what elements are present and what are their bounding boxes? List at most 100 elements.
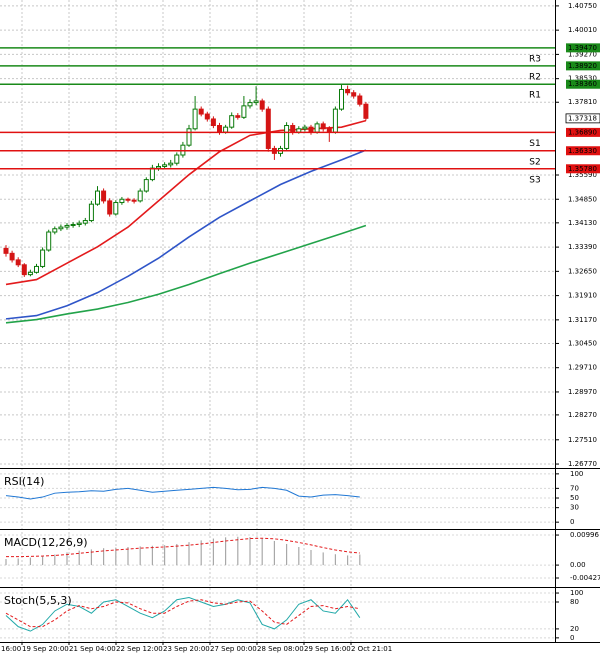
level-name: S3: [529, 175, 540, 185]
y-tick-label: 1.28970: [568, 388, 597, 396]
candle-body: [198, 108, 204, 115]
y-tick-label: 80: [570, 598, 579, 606]
y-tick-label: 0.00: [570, 561, 586, 569]
y-tick-label: 30: [570, 504, 579, 512]
candle-body: [34, 265, 39, 273]
y-tick-label: 1.39270: [568, 50, 597, 58]
x-tick-label: 27 Sep 00:00: [210, 645, 257, 653]
candle-body: [265, 108, 271, 149]
y-tick-label: 1.32650: [568, 267, 597, 275]
x-tick-label: 29 Sep 16:00: [304, 645, 351, 653]
last-price-label: 1.37318: [568, 114, 597, 122]
y-tick-label: 1.34130: [568, 219, 597, 227]
candle-body: [357, 95, 363, 105]
y-tick-label: 100: [570, 589, 583, 597]
y-tick-label: -0.004277: [570, 574, 600, 582]
candle-body: [143, 179, 149, 192]
candle-body: [76, 222, 82, 225]
candle-body: [247, 102, 253, 107]
candle-body: [107, 200, 113, 215]
level-label-box: [566, 164, 600, 174]
marks-layer: R3 R2 R1 S1 S2 S3: [0, 47, 555, 632]
candle-body: [9, 252, 15, 261]
candle-body: [64, 224, 70, 228]
candle-body: [320, 123, 326, 130]
candle-body: [70, 223, 76, 226]
moving-average: [5, 149, 367, 320]
level-name: S1: [529, 139, 540, 149]
candle-body: [326, 128, 332, 133]
level-value-label: 1.36890: [568, 128, 597, 136]
candle-body: [308, 126, 314, 133]
y-tick-label: 1.37810: [568, 98, 597, 106]
level-label-box: [566, 79, 600, 89]
x-tick-label: 22 Sep 12:00: [116, 645, 163, 653]
candle-body: [284, 125, 290, 149]
candle-body: [186, 128, 192, 146]
candle-body: [241, 105, 247, 118]
candle-body: [363, 103, 369, 119]
level-label-box: [566, 43, 600, 53]
level-label-box: [566, 61, 600, 71]
candle-body: [174, 154, 180, 164]
candle-body: [223, 126, 229, 133]
y-tick-label: 1.31170: [568, 316, 597, 324]
last-price-box: [565, 113, 600, 124]
candle-body: [162, 164, 168, 167]
candle-body: [95, 190, 100, 205]
indicator-name: Stoch(5,5,3): [4, 594, 72, 607]
y-tick-label: 100: [570, 470, 583, 478]
candle-body: [314, 123, 320, 133]
y-tick-label: 1.35590: [568, 171, 597, 179]
y-tick-label: 1.33390: [568, 243, 597, 251]
candle-body: [88, 203, 94, 222]
moving-average: [5, 224, 367, 324]
candle-body: [253, 100, 259, 104]
level-value-label: 1.36330: [568, 147, 597, 155]
candle-body: [302, 126, 308, 130]
y-tick-label: 1.38530: [568, 75, 597, 83]
candle-body: [290, 125, 296, 133]
candle-body: [40, 249, 46, 267]
y-tick-label: 1.28270: [568, 411, 597, 419]
candle-body: [113, 202, 119, 215]
x-tick-label: 16:00: [1, 645, 21, 653]
candle-body: [101, 190, 107, 202]
x-tick-label: 21 Sep 04:00: [69, 645, 116, 653]
candle-body: [82, 220, 88, 224]
x-tick-label: 2 Oct 21:01: [351, 645, 392, 653]
level-value-label: 1.35780: [568, 165, 597, 173]
y-tick-label: 1.26770: [568, 460, 597, 468]
y-tick-label: 1.34850: [568, 195, 597, 203]
y-tick-label: 1.40750: [568, 2, 597, 10]
candle-body: [125, 198, 131, 201]
candle-body: [204, 113, 210, 120]
x-tick-label: 23 Sep 20:00: [163, 645, 210, 653]
level-name: S2: [529, 157, 540, 167]
indicator-name: RSI(14): [4, 475, 44, 488]
candle-body: [192, 108, 198, 130]
level-name: R3: [529, 54, 541, 64]
x-tick-label: 28 Sep 08:00: [257, 645, 304, 653]
y-tick-label: 0: [570, 634, 574, 642]
candle-body: [339, 88, 344, 110]
level-name: R2: [529, 72, 541, 82]
y-tick-label: 0: [570, 518, 574, 526]
candle-body: [217, 125, 222, 133]
candle-body: [156, 165, 161, 169]
y-tick-label: 0.00996: [570, 531, 599, 539]
level-value-label: 1.39470: [568, 44, 597, 52]
y-tick-label: 70: [570, 484, 579, 492]
y-tick-label: 1.29710: [568, 364, 597, 372]
candle-body: [149, 167, 155, 181]
candle-body: [137, 190, 143, 202]
indicator-name: MACD(12,26,9): [4, 536, 88, 549]
level-value-label: 1.38360: [568, 80, 597, 88]
level-name: R1: [529, 91, 541, 101]
candle-body: [119, 198, 125, 204]
candle-body: [46, 231, 52, 251]
candle-body: [27, 271, 33, 276]
